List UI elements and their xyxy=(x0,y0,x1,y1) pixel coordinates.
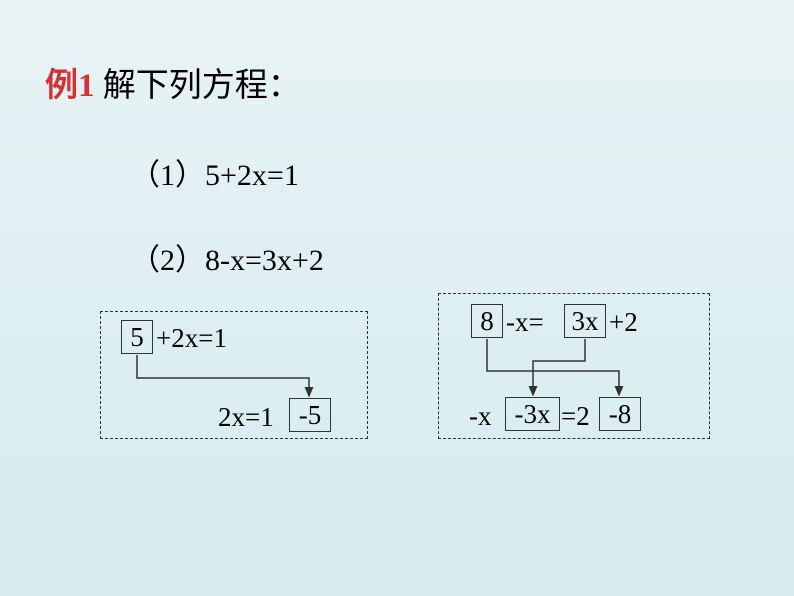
example-label: 例1 xyxy=(45,68,95,104)
d1-arrow xyxy=(101,312,369,440)
example-title: 例1 解下列方程： xyxy=(45,58,301,106)
title-text: 解下列方程： xyxy=(103,68,301,104)
diagram-2: 8 -x= 3x +2 -x -3x =2 -8 xyxy=(438,293,710,439)
equation-1: （1）5+2x=1 xyxy=(130,150,299,194)
diagram-1: 5 +2x=1 2x=1 -5 xyxy=(100,311,368,439)
equation-2: （2）8-x=3x+2 xyxy=(130,235,324,279)
d2-arrows xyxy=(439,294,711,440)
